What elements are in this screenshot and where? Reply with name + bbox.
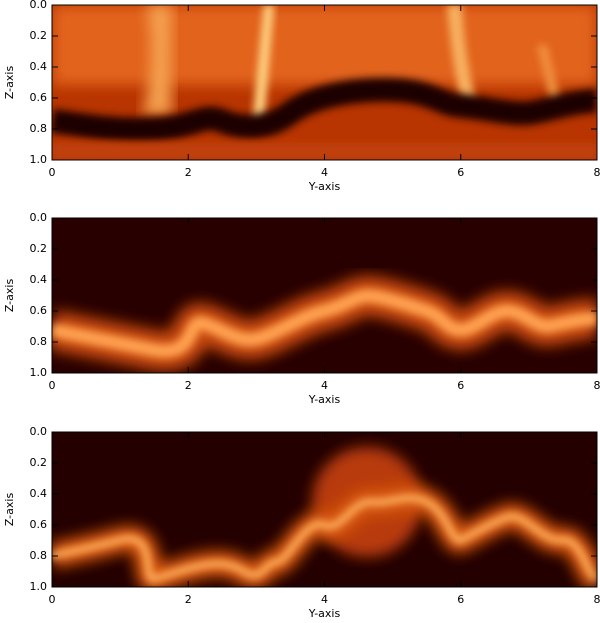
x-tick-label: 4 — [321, 166, 328, 179]
x-tick-label: 8 — [594, 166, 600, 179]
y-tick-label: 0.8 — [30, 549, 48, 562]
x-axis-label: Y-axis — [308, 180, 341, 193]
y-tick-label: 1.0 — [30, 366, 48, 379]
y-tick-label: 1.0 — [30, 153, 48, 166]
x-tick-label: 8 — [594, 593, 600, 606]
heatmap-image — [52, 218, 597, 373]
x-tick-label: 4 — [321, 379, 328, 392]
y-tick-label: 0.8 — [30, 122, 48, 135]
y-tick-label: 0.8 — [30, 335, 48, 348]
y-tick-label: 0.0 — [30, 0, 48, 11]
heatmap-image — [52, 432, 597, 587]
y-tick-label: 0.4 — [30, 487, 48, 500]
y-tick-label: 1.0 — [30, 580, 48, 593]
y-tick-label: 0.2 — [30, 242, 48, 255]
x-tick-label: 0 — [49, 379, 56, 392]
y-axis-label: Z-axis — [3, 493, 16, 527]
y-axis-label: Z-axis — [3, 279, 16, 313]
y-tick-label: 0.4 — [30, 273, 48, 286]
y-tick-label: 0.6 — [30, 304, 48, 317]
y-tick-label: 0.4 — [30, 60, 48, 73]
y-tick-label: 0.0 — [30, 211, 48, 224]
x-tick-label: 6 — [457, 379, 464, 392]
x-tick-label: 4 — [321, 593, 328, 606]
x-tick-label: 2 — [185, 379, 192, 392]
x-tick-label: 6 — [457, 166, 464, 179]
x-tick-label: 6 — [457, 593, 464, 606]
x-tick-label: 0 — [49, 593, 56, 606]
heatmap-image — [52, 5, 597, 160]
x-tick-label: 8 — [594, 379, 600, 392]
x-tick-label: 0 — [49, 166, 56, 179]
x-axis-label: Y-axis — [308, 393, 341, 406]
y-tick-label: 0.2 — [30, 456, 48, 469]
y-tick-label: 0.0 — [30, 425, 48, 438]
y-tick-label: 0.6 — [30, 518, 48, 531]
y-axis-label: Z-axis — [3, 66, 16, 100]
y-tick-label: 0.2 — [30, 29, 48, 42]
x-tick-label: 2 — [185, 593, 192, 606]
x-axis-label: Y-axis — [308, 607, 341, 620]
y-tick-label: 0.6 — [30, 91, 48, 104]
x-tick-label: 2 — [185, 166, 192, 179]
